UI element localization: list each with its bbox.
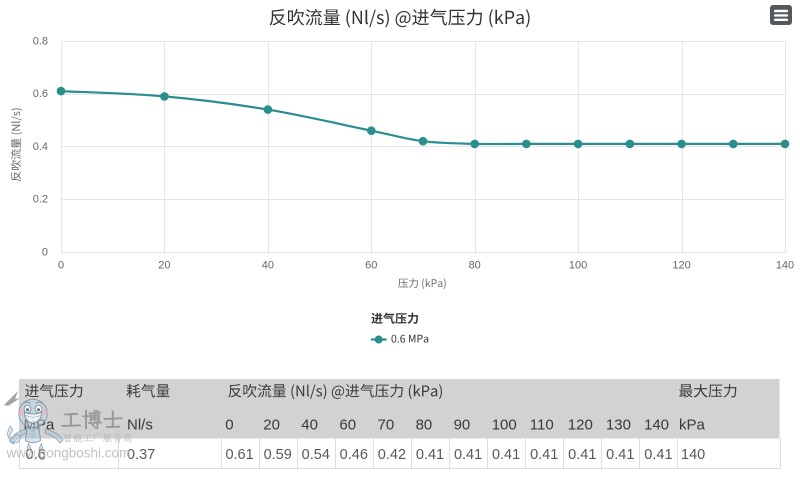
svg-text:0.4: 0.4 bbox=[33, 141, 48, 153]
svg-text:Nl/s: Nl/s bbox=[127, 416, 153, 433]
svg-text:0.6: 0.6 bbox=[26, 447, 46, 463]
svg-text:110: 110 bbox=[530, 416, 554, 433]
svg-text:0.8: 0.8 bbox=[33, 35, 48, 47]
svg-text:0.54: 0.54 bbox=[302, 447, 330, 463]
svg-text:40: 40 bbox=[262, 259, 274, 271]
svg-text:0.41: 0.41 bbox=[606, 447, 634, 463]
svg-text:100: 100 bbox=[492, 416, 517, 433]
svg-text:60: 60 bbox=[339, 416, 356, 433]
svg-text:20: 20 bbox=[263, 416, 280, 433]
svg-text:0: 0 bbox=[225, 416, 233, 433]
svg-text:kPa: kPa bbox=[679, 416, 706, 433]
svg-text:130: 130 bbox=[606, 416, 631, 433]
svg-text:0.41: 0.41 bbox=[530, 447, 558, 463]
svg-text:120: 120 bbox=[672, 259, 690, 271]
svg-text:20: 20 bbox=[158, 259, 170, 271]
svg-text:80: 80 bbox=[416, 416, 433, 433]
svg-text:0.6: 0.6 bbox=[33, 88, 48, 100]
svg-text:0.46: 0.46 bbox=[340, 447, 368, 463]
svg-text:0.41: 0.41 bbox=[644, 447, 672, 463]
svg-text:0.42: 0.42 bbox=[378, 447, 406, 463]
svg-text:90: 90 bbox=[454, 416, 471, 433]
svg-text:70: 70 bbox=[378, 416, 395, 433]
svg-text:0.41: 0.41 bbox=[492, 447, 520, 463]
svg-text:140: 140 bbox=[776, 259, 794, 271]
svg-text:0.59: 0.59 bbox=[264, 447, 292, 463]
svg-text:www.gongboshi.com: www.gongboshi.com bbox=[6, 445, 131, 460]
svg-text:0.41: 0.41 bbox=[454, 447, 482, 463]
svg-text:80: 80 bbox=[469, 259, 481, 271]
svg-text:100: 100 bbox=[569, 259, 587, 271]
svg-text:0.61: 0.61 bbox=[225, 447, 253, 463]
svg-text:0: 0 bbox=[42, 246, 48, 258]
svg-text:0.41: 0.41 bbox=[568, 447, 596, 463]
svg-text:140: 140 bbox=[644, 416, 669, 433]
svg-text:0.37: 0.37 bbox=[127, 447, 155, 463]
svg-text:140: 140 bbox=[681, 447, 705, 463]
svg-text:0.2: 0.2 bbox=[33, 194, 48, 206]
svg-text:0: 0 bbox=[58, 259, 64, 271]
svg-text:60: 60 bbox=[365, 259, 377, 271]
svg-text:40: 40 bbox=[301, 416, 318, 433]
svg-text:0.41: 0.41 bbox=[416, 447, 444, 463]
svg-text:120: 120 bbox=[568, 416, 593, 433]
